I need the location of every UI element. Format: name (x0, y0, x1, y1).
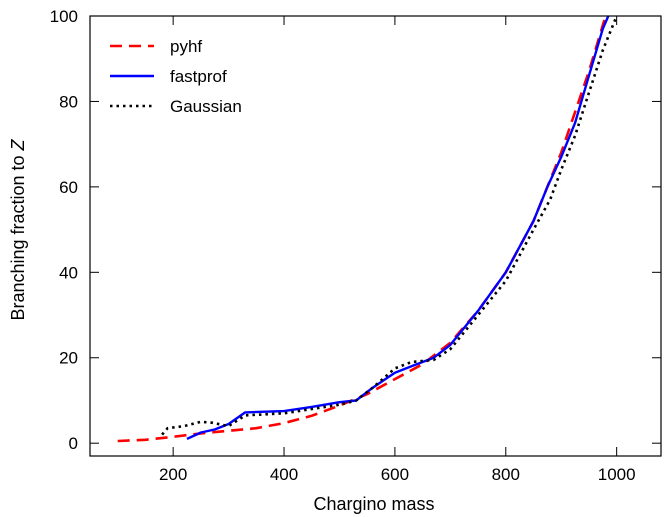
legend-label-pyhf: pyhf (170, 37, 202, 56)
series-line-gaussian (161, 16, 618, 436)
y-axis-title: Branching fraction to Z (8, 138, 28, 320)
x-tick-label: 400 (270, 465, 298, 484)
x-tick-label: 600 (381, 465, 409, 484)
plot-frame (89, 15, 662, 457)
y-axis-title-symbol: Z (8, 138, 28, 151)
y-axis-title-text: Branching fraction to (8, 150, 28, 320)
y-tick-label: 0 (69, 434, 78, 453)
series-layer (117, 16, 618, 443)
legend: pyhf fastprof Gaussian (110, 37, 242, 116)
x-axis-title: Chargino mass (313, 494, 434, 514)
legend-label-gaussian: Gaussian (170, 97, 242, 116)
x-tick-label: 200 (159, 465, 187, 484)
x-tick-label: 1000 (598, 465, 636, 484)
y-tick-label: 20 (59, 349, 78, 368)
y-tick-label: 40 (59, 263, 78, 282)
axes-layer (89, 15, 662, 457)
legend-label-fastprof: fastprof (170, 67, 227, 86)
series-line-fastprof (186, 16, 610, 440)
series-group (117, 16, 618, 443)
x-tick-label: 800 (492, 465, 520, 484)
y-tick-label: 100 (50, 7, 78, 26)
y-tick-label: 80 (59, 92, 78, 111)
y-tick-label: 60 (59, 178, 78, 197)
tick-labels: 200 400 600 800 1000 0 20 40 60 80 100 (50, 7, 636, 484)
